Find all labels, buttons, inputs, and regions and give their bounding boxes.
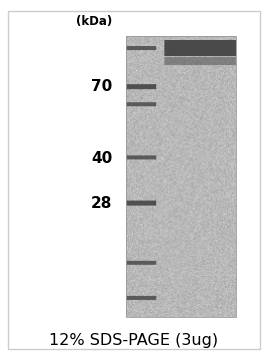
Bar xyxy=(126,36,236,317)
Text: 40: 40 xyxy=(91,150,113,166)
Text: (kDa): (kDa) xyxy=(76,14,113,28)
Text: 28: 28 xyxy=(91,195,113,211)
Text: 12% SDS-PAGE (3ug): 12% SDS-PAGE (3ug) xyxy=(49,333,219,348)
Text: 70: 70 xyxy=(91,79,113,94)
